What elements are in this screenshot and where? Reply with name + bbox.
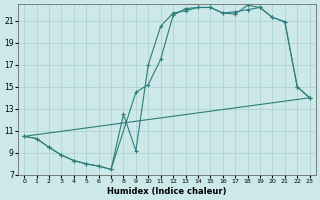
X-axis label: Humidex (Indice chaleur): Humidex (Indice chaleur) xyxy=(107,187,227,196)
